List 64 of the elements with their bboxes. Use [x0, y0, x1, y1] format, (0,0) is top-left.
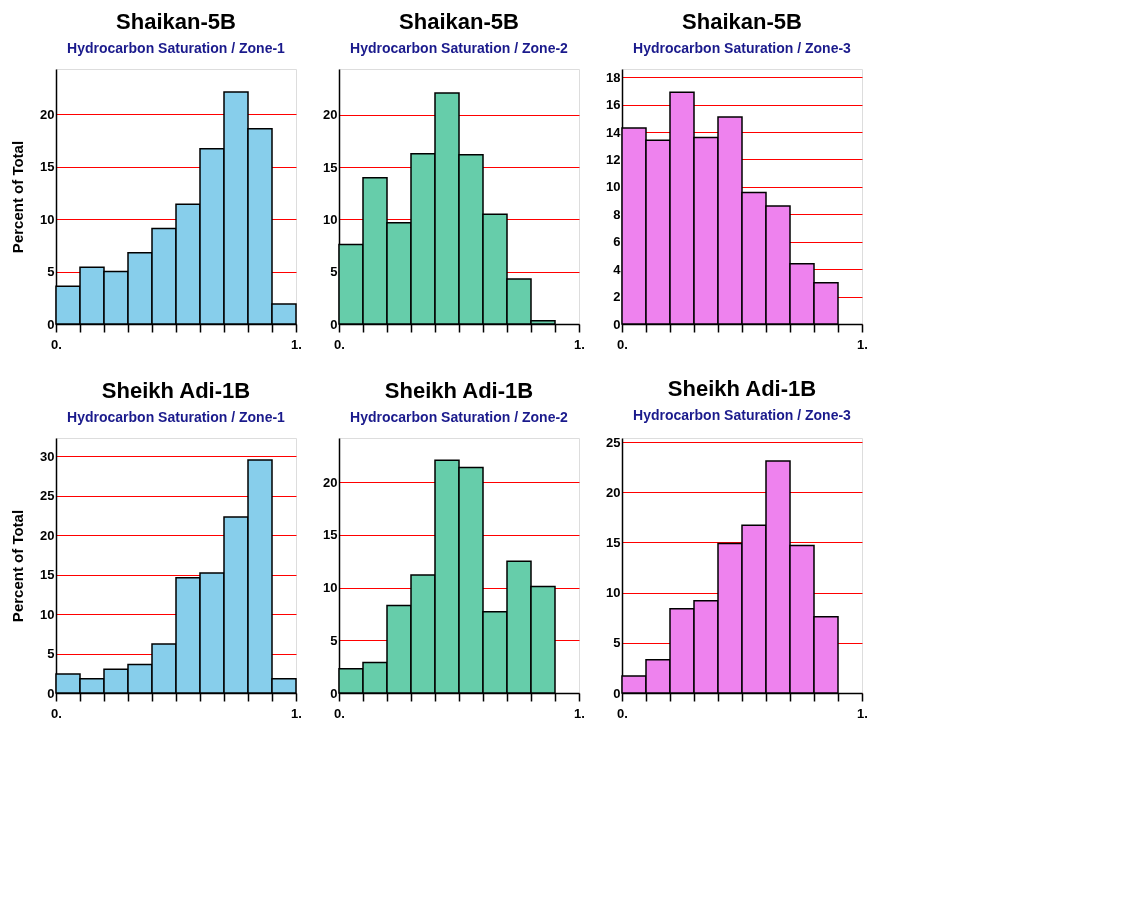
y-tick-label: 15 [606, 534, 621, 550]
y-tick-label: 18 [606, 69, 621, 85]
y-tick-label: 15 [323, 159, 338, 175]
y-tick-label: 5 [330, 264, 338, 280]
y-tick-label: 6 [613, 234, 621, 250]
chart-title: Sheikh Adi-1B [101, 378, 251, 403]
y-tick-label: 5 [47, 264, 55, 280]
y-tick-label: 4 [613, 261, 622, 277]
chart-title: Sheikh Adi-1B [384, 378, 534, 403]
y-tick-label: 12 [606, 151, 621, 167]
y-tick-label: 10 [606, 179, 621, 195]
x-tick-label: 0. [334, 336, 345, 352]
x-tick-label: 0. [617, 336, 628, 352]
y-tick-label: 30 [40, 448, 55, 464]
x-tick-label: 0. [51, 336, 62, 352]
x-tick-label: 1. [291, 336, 302, 352]
y-tick-label: 25 [40, 488, 55, 504]
y-tick-label: 10 [323, 580, 338, 596]
chart-subtitle: Hydrocarbon Saturation / Zone-2 [350, 409, 569, 425]
chart-title: Shaikan-5B [682, 9, 802, 34]
chart-title: Sheikh Adi-1B [667, 376, 817, 402]
y-tick-label: 20 [323, 474, 338, 490]
y-tick-label: 20 [323, 107, 338, 123]
x-tick-label: 1. [574, 705, 585, 721]
y-tick-label: 0 [330, 685, 338, 701]
y-axis-title: Percent of Total [9, 509, 27, 623]
x-tick-label: 0. [51, 705, 62, 721]
x-tick-label: 0. [334, 705, 345, 721]
y-tick-label: 0 [47, 685, 55, 701]
y-tick-label: 0 [47, 316, 55, 332]
x-tick-label: 1. [291, 705, 302, 721]
y-tick-label: 15 [323, 527, 338, 543]
chart-subtitle: Hydrocarbon Saturation / Zone-2 [350, 40, 569, 56]
x-tick-label: 0. [617, 705, 628, 721]
x-tick-label: 1. [857, 336, 868, 352]
chart-title: Shaikan-5B [116, 9, 236, 34]
y-tick-label: 15 [40, 567, 55, 583]
chart-subtitle: Hydrocarbon Saturation / Zone-3 [633, 40, 852, 56]
x-tick-label: 1. [857, 705, 868, 721]
y-tick-label: 14 [606, 124, 622, 140]
y-tick-label: 20 [40, 527, 55, 543]
chart-subtitle: Hydrocarbon Saturation / Zone-3 [633, 407, 852, 424]
y-tick-label: 10 [323, 211, 338, 227]
y-tick-label: 20 [40, 106, 55, 122]
chart-subtitle: Hydrocarbon Saturation / Zone-1 [67, 40, 286, 56]
y-tick-label: 15 [40, 159, 55, 175]
y-tick-label: 5 [330, 632, 338, 648]
y-tick-label: 2 [613, 289, 621, 305]
x-tick-label: 1. [574, 336, 585, 352]
y-tick-label: 0 [330, 316, 338, 332]
y-tick-label: 10 [40, 606, 55, 622]
y-tick-label: 8 [613, 206, 621, 222]
y-tick-label: 20 [606, 484, 621, 500]
y-tick-label: 0 [613, 685, 621, 701]
y-tick-label: 5 [47, 646, 55, 662]
y-tick-label: 16 [606, 97, 621, 113]
y-tick-label: 10 [606, 585, 621, 601]
y-tick-label: 5 [613, 635, 621, 651]
y-tick-label: 10 [40, 211, 55, 227]
y-axis-title: Percent of Total [9, 140, 27, 254]
y-tick-label: 25 [606, 434, 621, 450]
chart-subtitle: Hydrocarbon Saturation / Zone-1 [67, 409, 286, 425]
y-tick-label: 0 [613, 316, 621, 332]
chart-title: Shaikan-5B [399, 9, 519, 34]
